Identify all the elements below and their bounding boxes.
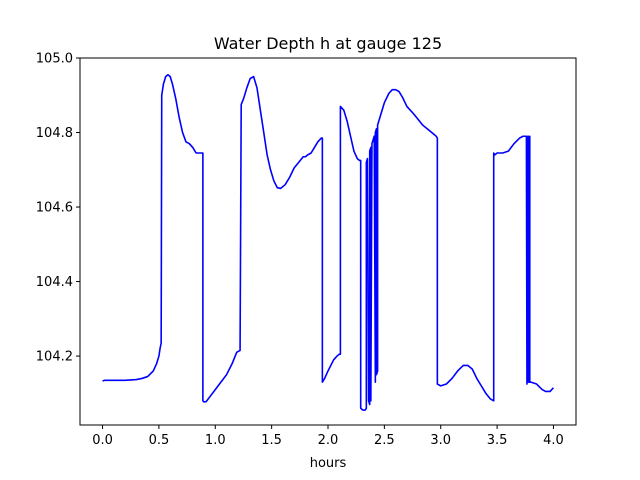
y-tick-label: 104.2 — [36, 350, 73, 365]
y-tick-label: 104.8 — [36, 126, 73, 141]
x-tick-label: 0.0 — [92, 433, 113, 448]
y-tick-label: 105.0 — [36, 52, 73, 67]
x-tick-label: 2.0 — [318, 433, 339, 448]
x-tick-label: 1.5 — [261, 433, 282, 448]
x-tick-label: 3.0 — [430, 433, 451, 448]
y-tick-label: 104.4 — [36, 275, 73, 290]
x-tick-label: 0.5 — [149, 433, 170, 448]
series-line-0 — [102, 73, 555, 411]
x-axis-ticks: 0.0 0.5 1.0 1.5 2.0 2.5 3.0 3.5 4.0 — [92, 425, 564, 448]
x-tick-label: 2.5 — [374, 433, 395, 448]
x-axis-title: hours — [310, 456, 347, 471]
y-axis-ticks: 104.2 104.4 104.6 104.8 105.0 — [36, 52, 80, 365]
x-tick-label: 3.5 — [487, 433, 508, 448]
y-tick-label: 104.6 — [36, 201, 73, 216]
x-tick-label: 1.0 — [205, 433, 226, 448]
chart-title: Water Depth h at gauge 125 — [214, 34, 442, 53]
x-tick-label: 4.0 — [543, 433, 564, 448]
